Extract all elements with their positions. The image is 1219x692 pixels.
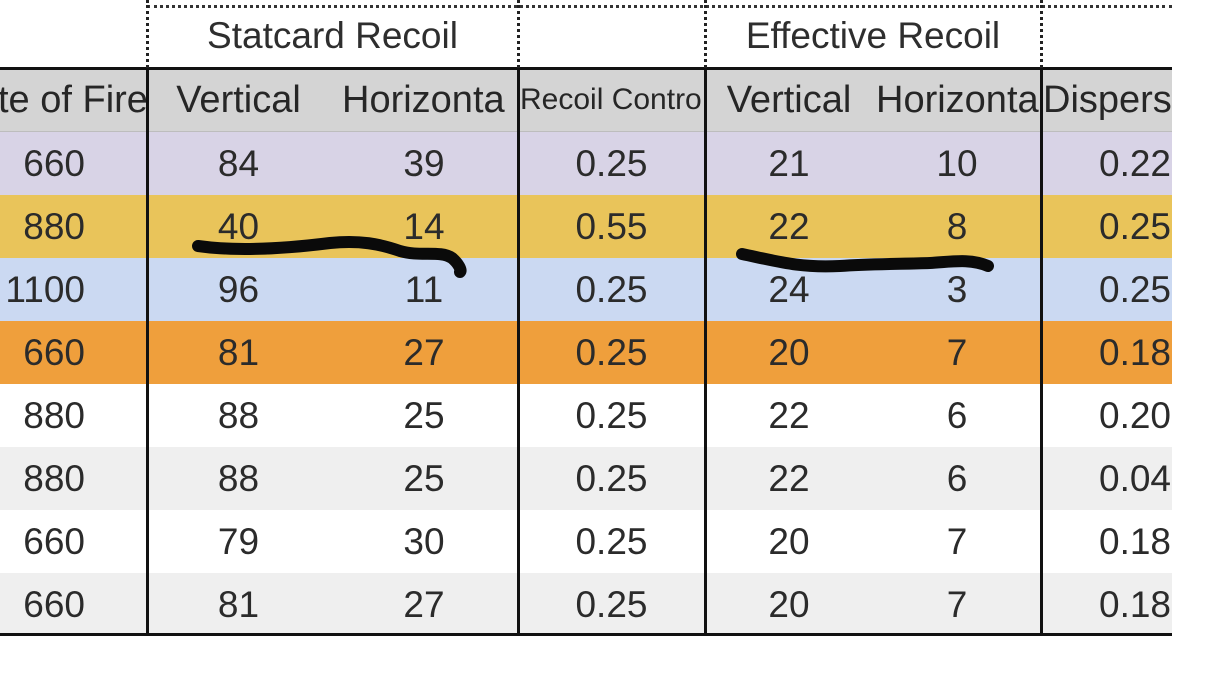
- cell-effective-vertical: 20: [768, 331, 810, 373]
- table-row: 880 88 25 0.25 22 6 0.04: [0, 447, 1172, 510]
- cell-effective-vertical: 21: [768, 142, 810, 184]
- cell-statcard-horizontal: 14: [403, 205, 445, 247]
- header-statcard-vertical: Vertical: [176, 78, 301, 121]
- group-divider-4: [1040, 0, 1043, 68]
- cell-effective-horizontal: 7: [946, 520, 968, 562]
- cell-recoil-control: 0.25: [575, 268, 648, 310]
- header-dispersion: Dispers: [1043, 78, 1172, 121]
- cell-effective-vertical: 24: [768, 268, 810, 310]
- header-recoil-control: Recoil Contro: [520, 83, 702, 116]
- cell-dispersion: 0.22: [1099, 142, 1172, 184]
- cell-statcard-horizontal: 25: [403, 394, 445, 436]
- cell-effective-horizontal: 10: [936, 142, 978, 184]
- table-bottom-border: [0, 633, 1172, 636]
- statcard-recoil-group-header: Statcard Recoil: [207, 15, 458, 56]
- header-statcard-horizontal: Horizonta: [342, 78, 505, 121]
- group-divider-3: [704, 0, 707, 68]
- column-header-row: te of Fire Vertical Horizonta Recoil Con…: [0, 68, 1172, 132]
- cell-statcard-vertical: 88: [217, 394, 260, 436]
- column-divider-4: [1040, 68, 1043, 636]
- top-dashed-border: [147, 5, 1172, 8]
- cell-statcard-horizontal: 27: [403, 331, 445, 373]
- cell-dispersion: 0.18: [1099, 331, 1172, 373]
- cell-dispersion: 0.25: [1099, 268, 1172, 310]
- cell-recoil-control: 0.25: [575, 394, 648, 436]
- cell-effective-vertical: 22: [768, 205, 810, 247]
- cell-recoil-control: 0.55: [575, 205, 648, 247]
- cell-statcard-vertical: 81: [217, 583, 260, 625]
- header-bottom-divider: [0, 131, 1172, 132]
- recoil-stats-table: Statcard Recoil Effective Recoil te of F…: [0, 0, 1172, 636]
- cell-rate-of-fire: 660: [23, 583, 85, 625]
- table-row: 1100 96 11 0.25 24 3 0.25: [0, 258, 1172, 321]
- cell-recoil-control: 0.25: [575, 520, 648, 562]
- cell-statcard-horizontal: 27: [403, 583, 445, 625]
- cell-effective-vertical: 20: [768, 520, 810, 562]
- strike-scribble-effective: [736, 248, 994, 273]
- cell-statcard-horizontal: 11: [404, 268, 444, 310]
- table-row: 660 79 30 0.25 20 7 0.18: [0, 510, 1172, 573]
- cell-rate-of-fire: 1100: [5, 268, 85, 310]
- cell-rate-of-fire: 660: [23, 142, 85, 184]
- marker-scribbles: [192, 235, 994, 278]
- cell-statcard-vertical: 96: [217, 268, 260, 310]
- cell-effective-horizontal: 6: [946, 457, 968, 499]
- cell-dispersion: 0.18: [1099, 583, 1172, 625]
- cell-rate-of-fire: 660: [23, 331, 85, 373]
- cell-recoil-control: 0.25: [575, 331, 648, 373]
- table-row: 660 81 27 0.25 20 7 0.18: [0, 321, 1172, 384]
- cell-effective-horizontal: 3: [946, 268, 968, 310]
- group-divider-1: [146, 0, 149, 68]
- header-divider: [0, 67, 1172, 70]
- cell-statcard-vertical: 84: [217, 142, 260, 184]
- column-divider-1: [146, 68, 149, 636]
- cell-effective-horizontal: 8: [946, 205, 968, 247]
- column-divider-2: [517, 68, 520, 636]
- cell-recoil-control: 0.25: [575, 142, 648, 184]
- cell-effective-horizontal: 7: [946, 331, 968, 373]
- cell-statcard-horizontal: 39: [403, 142, 445, 184]
- cell-rate-of-fire: 880: [23, 457, 85, 499]
- cell-rate-of-fire: 660: [23, 520, 85, 562]
- cell-rate-of-fire: 880: [23, 394, 85, 436]
- cell-statcard-vertical: 81: [217, 331, 260, 373]
- cell-statcard-vertical: 88: [217, 457, 260, 499]
- header-rate-of-fire: te of Fire: [0, 78, 147, 121]
- cell-effective-horizontal: 6: [946, 394, 968, 436]
- group-divider-2: [517, 0, 520, 68]
- cell-dispersion: 0.18: [1099, 520, 1172, 562]
- cell-recoil-control: 0.25: [575, 583, 648, 625]
- effective-recoil-group-header: Effective Recoil: [745, 15, 1001, 56]
- table-row: 660 84 39 0.25 21 10 0.22: [0, 132, 1172, 195]
- cell-rate-of-fire: 880: [23, 205, 85, 247]
- group-header-row: Statcard Recoil Effective Recoil: [0, 0, 1172, 68]
- column-divider-3: [704, 68, 707, 636]
- cell-effective-vertical: 20: [768, 583, 810, 625]
- cell-effective-vertical: 22: [768, 457, 810, 499]
- table-row: 880 88 25 0.25 22 6 0.20: [0, 384, 1172, 447]
- cell-statcard-horizontal: 30: [403, 520, 445, 562]
- strike-scribble-statcard: [192, 235, 467, 278]
- cell-effective-horizontal: 7: [946, 583, 968, 625]
- cell-recoil-control: 0.25: [575, 457, 648, 499]
- header-effective-vertical: Vertical: [726, 78, 852, 121]
- cell-statcard-horizontal: 25: [403, 457, 445, 499]
- cell-dispersion: 0.25: [1099, 205, 1172, 247]
- table-row: 660 81 27 0.25 20 7 0.18: [0, 573, 1172, 636]
- cell-dispersion: 0.04: [1099, 457, 1172, 499]
- cell-effective-vertical: 22: [768, 394, 810, 436]
- cell-dispersion: 0.20: [1099, 394, 1172, 436]
- cell-statcard-vertical: 79: [217, 520, 260, 562]
- header-effective-horizontal: Horizonta: [876, 78, 1039, 121]
- cell-statcard-vertical: 40: [217, 205, 260, 247]
